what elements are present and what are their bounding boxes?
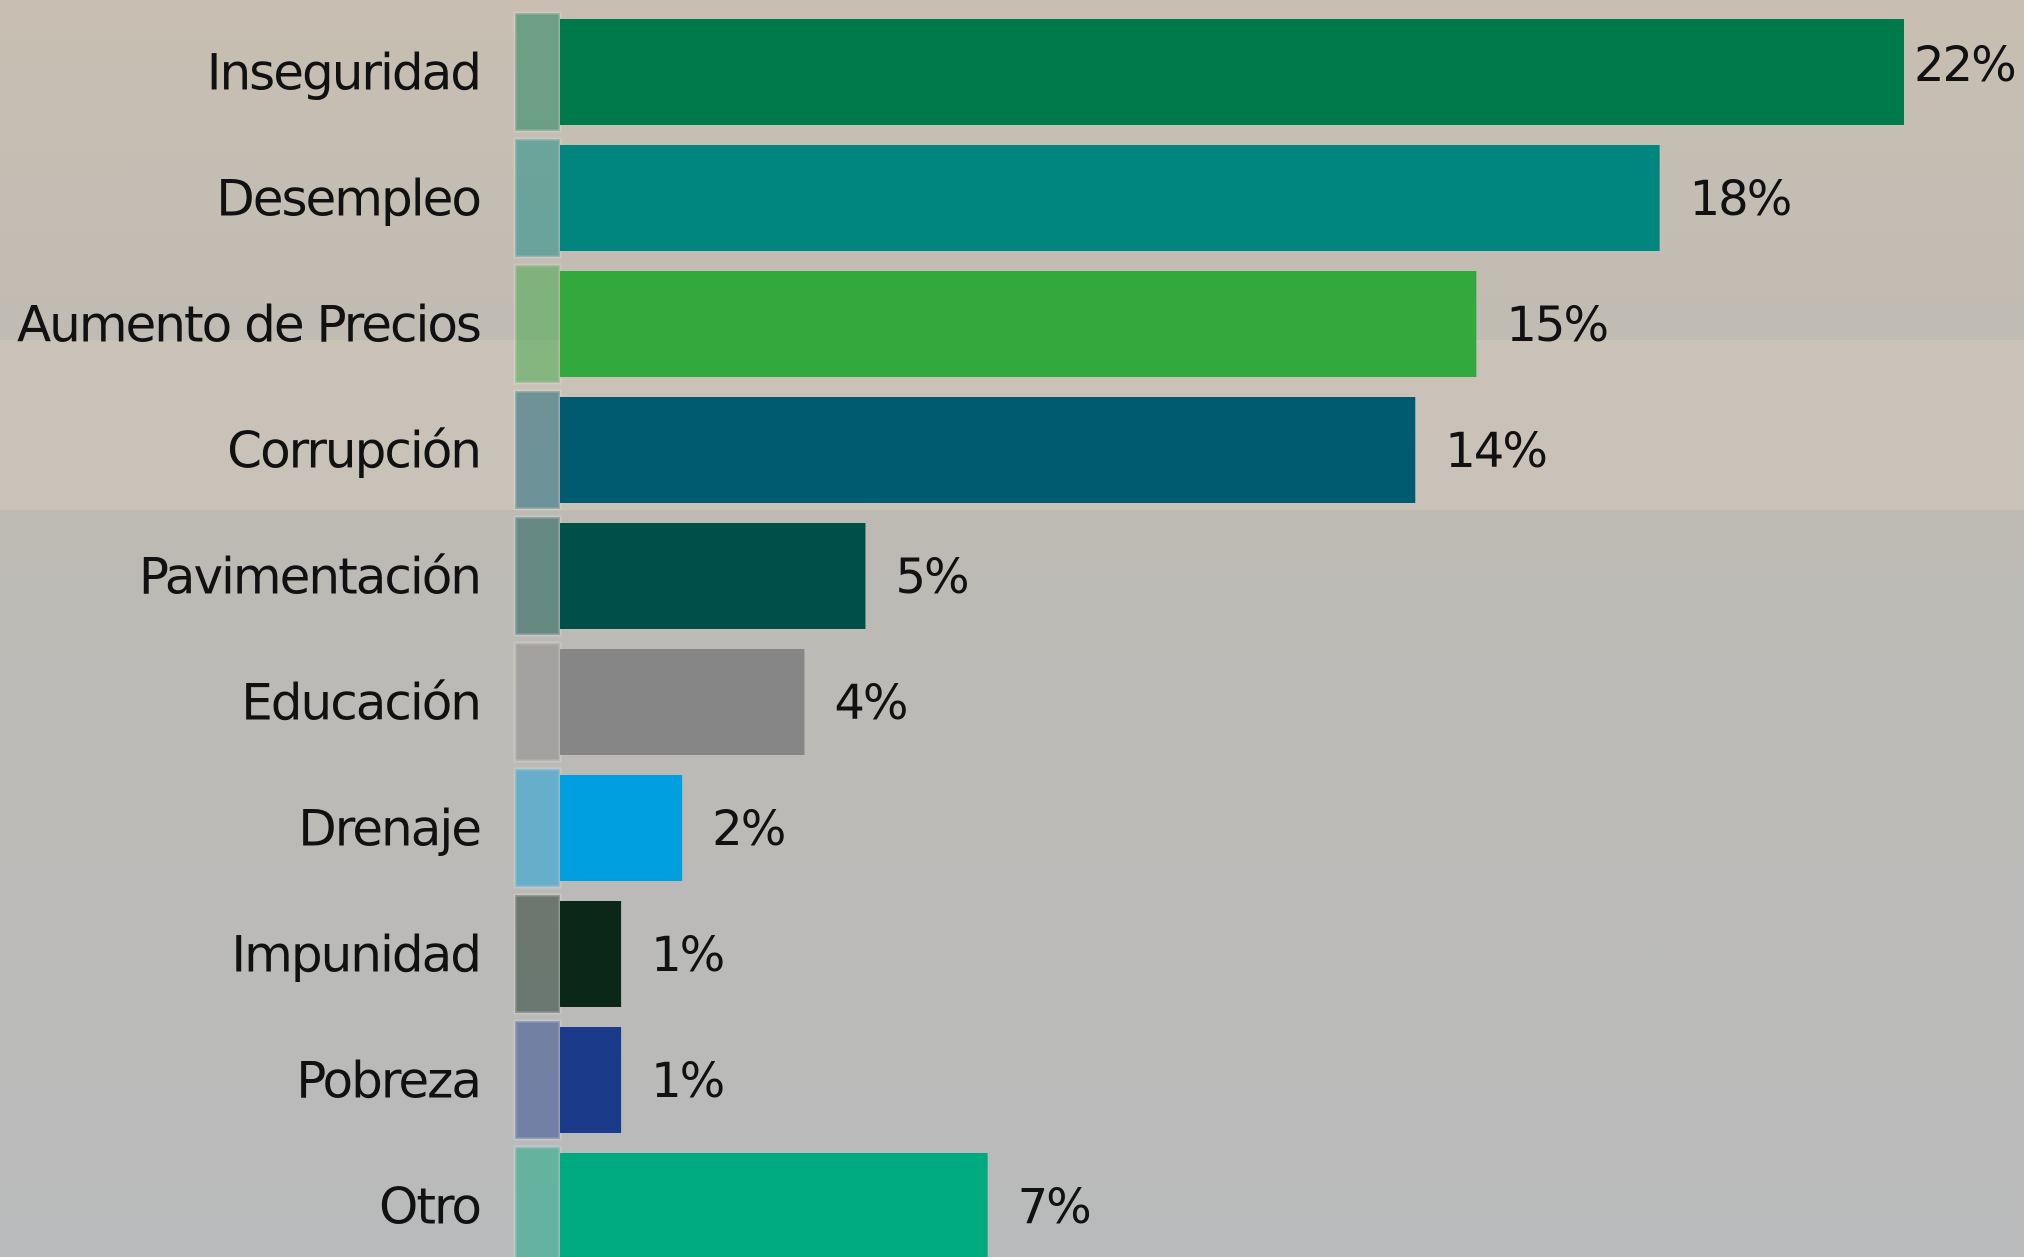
bar-stub: [513, 767, 562, 889]
category-label: Educación: [241, 674, 480, 732]
bar: [560, 523, 866, 629]
bar-stub: [513, 515, 562, 637]
value-label: 2%: [712, 801, 784, 857]
bar: [560, 397, 1416, 503]
category-label: Impunidad: [231, 926, 480, 984]
value-label: 1%: [651, 927, 723, 983]
category-label: Aumento de Precios: [17, 296, 480, 354]
bar: [560, 649, 805, 755]
bar: [560, 145, 1660, 251]
value-label: 18%: [1690, 171, 1791, 227]
bar-stub: [513, 389, 562, 511]
bar-stub: [513, 641, 562, 763]
category-label: Otro: [379, 1178, 480, 1236]
category-label: Corrupción: [227, 422, 480, 480]
bar-stub: [513, 893, 562, 1015]
bar-stub: [513, 263, 562, 385]
bar: [560, 1027, 622, 1133]
bar: [560, 271, 1477, 377]
value-label: 1%: [651, 1053, 723, 1109]
bar: [560, 775, 683, 881]
value-label: 14%: [1445, 423, 1546, 479]
value-label: 5%: [895, 549, 967, 605]
value-label: 4%: [834, 675, 906, 731]
value-label: 7%: [1018, 1179, 1090, 1235]
value-label: 22%: [1914, 37, 2015, 93]
bar: [560, 19, 1904, 125]
bar: [560, 901, 622, 1007]
category-label: Desempleo: [216, 170, 480, 228]
bar-stub: [513, 11, 562, 133]
bar-stub: [513, 1145, 562, 1257]
category-label: Drenaje: [298, 800, 480, 858]
category-label: Pavimentación: [139, 548, 480, 606]
bar-stub: [513, 137, 562, 259]
category-label: Inseguridad: [207, 44, 480, 102]
value-label: 15%: [1506, 297, 1607, 353]
bar-stub: [513, 1019, 562, 1141]
bar: [560, 1153, 988, 1257]
category-label: Pobreza: [296, 1052, 480, 1110]
